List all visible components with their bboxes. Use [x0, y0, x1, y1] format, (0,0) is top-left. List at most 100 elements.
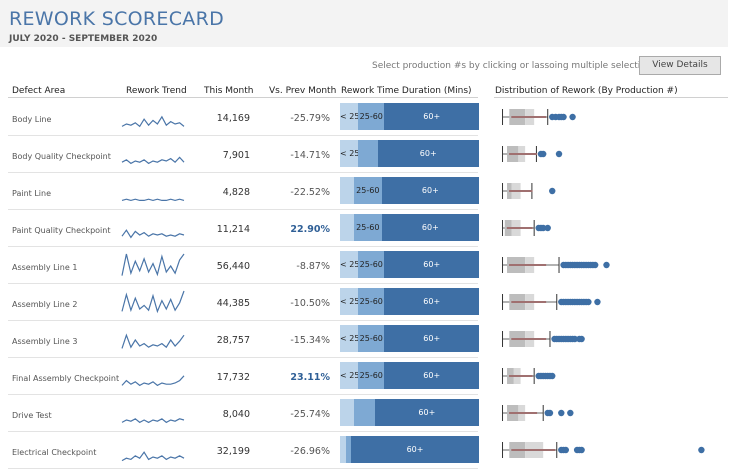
rework-trend-sparkline[interactable] — [120, 324, 186, 354]
duration-segment-60plus[interactable]: 60+ — [384, 362, 479, 389]
trend-line — [121, 290, 185, 314]
duration-segment-60plus[interactable]: 60+ — [374, 399, 479, 426]
distribution-boxplot[interactable] — [494, 435, 728, 465]
duration-segment-25-60[interactable] — [353, 399, 375, 426]
this-month-value: 44,385 — [216, 298, 250, 309]
defect-area-label: Body Line — [12, 115, 52, 124]
rework-trend-sparkline[interactable] — [120, 213, 186, 243]
duration-segment-lt25[interactable] — [340, 436, 346, 463]
trend-line — [121, 229, 185, 239]
duration-segment-60plus[interactable]: 60+ — [381, 214, 479, 241]
duration-segment-25-60[interactable]: 25-60 — [358, 362, 385, 389]
duration-segment-lt25[interactable]: < 25 — [340, 362, 359, 389]
distribution-boxplot[interactable] — [494, 250, 728, 280]
table-row: Assembly Line 2 44,385 -10.50% < 25 25-60 60+ — [0, 284, 736, 321]
duration-bar[interactable]: < 25 25-60 60+ — [340, 103, 479, 130]
this-month-value: 8,040 — [222, 409, 250, 420]
distribution-boxplot[interactable] — [494, 324, 728, 354]
duration-bar[interactable]: < 25 25-60 60+ — [340, 288, 479, 315]
duration-segment-60plus[interactable]: 60+ — [384, 103, 479, 130]
duration-bar[interactable]: 60+ — [340, 436, 479, 463]
outlier-point — [594, 298, 601, 306]
duration-segment-lt25[interactable] — [340, 214, 354, 241]
duration-segment-25-60[interactable] — [345, 436, 352, 463]
duration-bar[interactable]: 25-60 60+ — [340, 214, 479, 241]
outlier-point — [544, 224, 551, 232]
duration-segment-25-60[interactable]: 25-60 — [358, 103, 385, 130]
rework-trend-sparkline[interactable] — [120, 435, 186, 465]
this-month-value: 56,440 — [216, 261, 250, 272]
row-divider — [8, 246, 478, 247]
duration-segment-lt25[interactable]: < 25 — [340, 103, 359, 130]
table-row: Assembly Line 1 56,440 -8.87% < 25 25-60 60+ — [0, 247, 736, 284]
outlier-point — [578, 335, 585, 343]
trend-line — [121, 333, 185, 349]
distribution-boxplot[interactable] — [494, 287, 728, 317]
outlier-point — [569, 113, 576, 121]
selection-hint: Select production #s by clicking or lass… — [372, 61, 657, 71]
outlier-point — [549, 372, 556, 380]
outlier-point — [571, 335, 579, 343]
duration-segment-lt25[interactable] — [340, 177, 354, 204]
rework-trend-sparkline[interactable] — [120, 139, 186, 169]
trend-line — [121, 156, 185, 165]
duration-segment-60plus[interactable]: 60+ — [377, 140, 479, 167]
duration-segment-60plus[interactable]: 60+ — [384, 251, 479, 278]
col-distribution: Distribution of Rework (By Production #) — [495, 86, 678, 96]
duration-bar[interactable]: < 25 60+ — [340, 140, 479, 167]
duration-segment-60plus[interactable]: 60+ — [384, 325, 479, 352]
table-row: Drive Test 8,040 -25.74% 60+ — [0, 395, 736, 432]
defect-area-label: Final Assembly Checkpoint — [12, 374, 120, 383]
distribution-boxplot[interactable] — [494, 139, 728, 169]
duration-segment-60plus[interactable]: 60+ — [381, 177, 479, 204]
table-row: Paint Line 4,828 -22.52% 25-60 60+ — [0, 173, 736, 210]
duration-bar[interactable]: 60+ — [340, 399, 479, 426]
rework-trend-sparkline[interactable] — [120, 250, 186, 280]
table-row: Paint Quality Checkpoint 11,214 22.90% 25-6… — [0, 210, 736, 247]
vs-prev-month-value: -8.87% — [296, 261, 330, 272]
col-duration: Rework Time Duration (Mins) — [341, 86, 472, 96]
outlier-point — [540, 150, 547, 158]
vs-prev-month-value: -22.52% — [290, 187, 330, 198]
duration-segment-25-60[interactable]: 25-60 — [358, 251, 385, 278]
row-divider — [8, 394, 478, 395]
distribution-boxplot[interactable] — [494, 102, 728, 132]
duration-bar[interactable]: 25-60 60+ — [340, 177, 479, 204]
duration-segment-lt25[interactable] — [340, 399, 354, 426]
vs-prev-month-value: -25.79% — [290, 113, 330, 124]
rework-trend-sparkline[interactable] — [120, 102, 186, 132]
duration-segment-lt25[interactable]: < 25 — [340, 251, 359, 278]
rework-trend-sparkline[interactable] — [120, 398, 186, 428]
page-title: REWORK SCORECARD — [9, 8, 225, 30]
this-month-value: 4,828 — [222, 187, 250, 198]
duration-segment-60plus[interactable]: 60+ — [384, 288, 479, 315]
view-details-button[interactable]: View Details — [639, 56, 721, 75]
duration-segment-25-60[interactable] — [358, 140, 378, 167]
duration-bar[interactable]: < 25 25-60 60+ — [340, 325, 479, 352]
duration-segment-25-60[interactable]: 25-60 — [353, 177, 382, 204]
duration-segment-lt25[interactable]: < 25 — [340, 140, 359, 167]
outlier-point — [546, 409, 554, 417]
duration-segment-25-60[interactable]: 25-60 — [358, 288, 385, 315]
duration-segment-lt25[interactable]: < 25 — [340, 325, 359, 352]
col-defect-area: Defect Area — [12, 86, 66, 96]
header: REWORK SCORECARD JULY 2020 - SEPTEMBER 2… — [0, 0, 728, 47]
outlier-point — [549, 187, 556, 195]
rework-trend-sparkline[interactable] — [120, 287, 186, 317]
distribution-boxplot[interactable] — [494, 213, 728, 243]
distribution-boxplot[interactable] — [494, 176, 728, 206]
vs-prev-month-value: -10.50% — [290, 298, 330, 309]
rework-trend-sparkline[interactable] — [120, 176, 186, 206]
duration-segment-25-60[interactable]: 25-60 — [353, 214, 382, 241]
row-divider — [8, 320, 478, 321]
distribution-boxplot[interactable] — [494, 398, 728, 428]
distribution-boxplot[interactable] — [494, 361, 728, 391]
header-divider — [8, 97, 478, 98]
duration-segment-lt25[interactable]: < 25 — [340, 288, 359, 315]
duration-segment-25-60[interactable]: 25-60 — [358, 325, 385, 352]
duration-bar[interactable]: < 25 25-60 60+ — [340, 251, 479, 278]
duration-bar[interactable]: < 25 25-60 60+ — [340, 362, 479, 389]
defect-area-label: Assembly Line 3 — [12, 337, 78, 346]
duration-segment-60plus[interactable]: 60+ — [351, 436, 479, 463]
rework-trend-sparkline[interactable] — [120, 361, 186, 391]
